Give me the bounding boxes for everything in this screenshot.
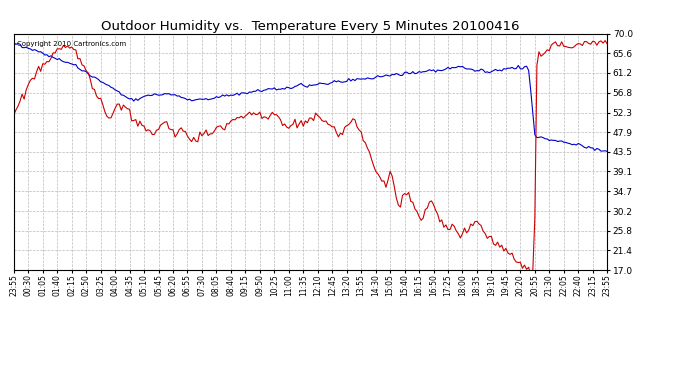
Text: Copyright 2010 Cartronics.com: Copyright 2010 Cartronics.com (17, 41, 126, 47)
Title: Outdoor Humidity vs.  Temperature Every 5 Minutes 20100416: Outdoor Humidity vs. Temperature Every 5… (101, 20, 520, 33)
